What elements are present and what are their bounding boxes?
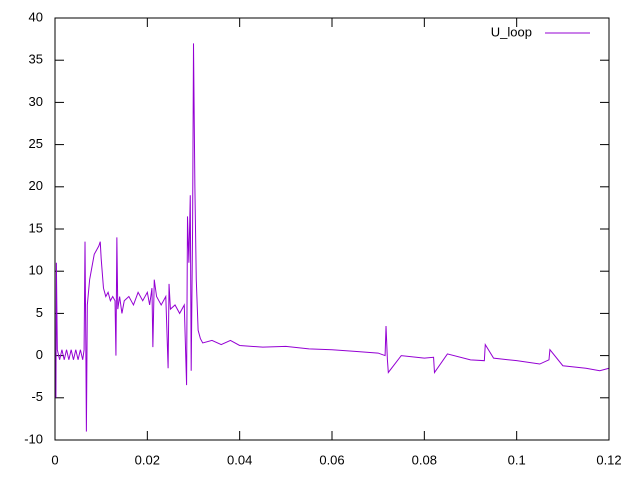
y-tick-label: 40 — [29, 9, 43, 24]
y-tick-label: -5 — [31, 389, 43, 404]
x-tick-label: 0 — [51, 452, 58, 467]
x-tick-label: 0.04 — [227, 452, 252, 467]
y-tick-label: 30 — [29, 94, 43, 109]
y-tick-label: 35 — [29, 52, 43, 67]
y-tick-label: -10 — [24, 431, 43, 446]
data-line — [54, 43, 610, 432]
x-tick-label: 0.06 — [319, 452, 344, 467]
y-tick-label: 10 — [29, 263, 43, 278]
y-tick-label: 0 — [36, 347, 43, 362]
x-tick-label: 0.1 — [508, 452, 526, 467]
y-tick-label: 5 — [36, 305, 43, 320]
y-tick-label: 20 — [29, 178, 43, 193]
x-tick-label: 0.12 — [596, 452, 621, 467]
plot-border — [54, 17, 610, 441]
y-tick-label: 15 — [29, 220, 43, 235]
y-tick-label: 25 — [29, 136, 43, 151]
legend-label: U_loop — [491, 24, 532, 39]
x-tick-label: 0.08 — [412, 452, 437, 467]
x-tick-label: 0.02 — [135, 452, 160, 467]
